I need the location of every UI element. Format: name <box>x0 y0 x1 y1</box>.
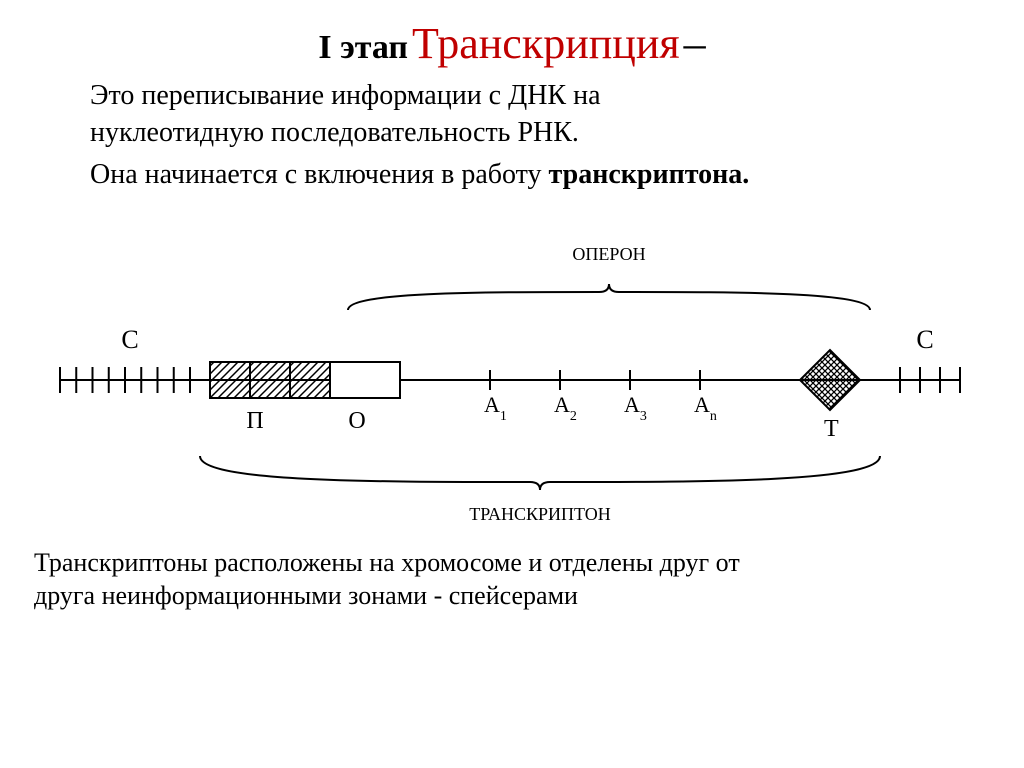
title-stage: I этап <box>318 29 408 66</box>
svg-text:А2: А2 <box>554 392 577 424</box>
svg-text:Аn: Аn <box>694 392 717 424</box>
svg-text:ТРАНСКРИПТОН: ТРАНСКРИПТОН <box>469 504 610 524</box>
def-line-2a: Она начинается с включения в работу <box>90 159 549 190</box>
svg-text:ОПЕРОН: ОПЕРОН <box>572 244 645 264</box>
definition-text: Это переписывание информации с ДНК на ну… <box>90 78 964 193</box>
page-title: I этап Транскрипция – <box>0 0 1024 68</box>
def-line-2b: транскриптона. <box>549 159 750 190</box>
svg-text:А1: А1 <box>484 392 507 424</box>
svg-text:С: С <box>121 325 138 354</box>
def-line-1: Это переписывание информации с ДНК на ну… <box>90 78 964 151</box>
footer-line-2: друга неинформационными зонами - спейсер… <box>34 581 578 610</box>
svg-text:О: О <box>348 408 365 434</box>
transcripton-diagram: С С П О А1 А2 А3 Аn Т ОПЕРОН ТРАНСКРИПТОН <box>0 200 1024 530</box>
svg-text:Т: Т <box>824 416 839 442</box>
footer-line-1: Транскриптоны расположены на хромосоме и… <box>34 548 740 577</box>
svg-text:П: П <box>246 408 263 434</box>
title-dash: – <box>684 19 706 68</box>
title-word: Транскрипция <box>412 19 680 68</box>
def-line-2: Она начинается с включения в работу тран… <box>90 157 964 193</box>
def-line-1a: Это переписывание информации с ДНК на <box>90 80 601 111</box>
def-line-1b: нуклеотидную последовательность РНК. <box>90 117 579 148</box>
svg-text:А3: А3 <box>624 392 647 424</box>
footer-text: Транскриптоны расположены на хромосоме и… <box>34 546 990 614</box>
svg-text:С: С <box>916 325 933 354</box>
